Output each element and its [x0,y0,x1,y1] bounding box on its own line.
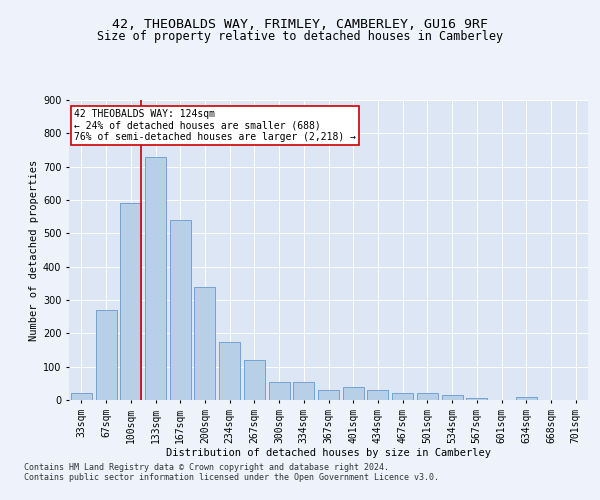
Bar [392,394,413,400]
Bar [244,360,265,400]
Bar [466,398,487,400]
Bar [145,156,166,400]
Bar [194,286,215,400]
Text: 42, THEOBALDS WAY, FRIMLEY, CAMBERLEY, GU16 9RF: 42, THEOBALDS WAY, FRIMLEY, CAMBERLEY, G… [112,18,488,30]
X-axis label: Distribution of detached houses by size in Camberley: Distribution of detached houses by size … [166,448,491,458]
Bar [269,382,290,400]
Bar [367,390,388,400]
Bar [417,394,438,400]
Bar [343,386,364,400]
Bar [219,342,240,400]
Bar [442,395,463,400]
Y-axis label: Number of detached properties: Number of detached properties [29,160,38,340]
Bar [95,310,116,400]
Bar [293,382,314,400]
Bar [516,396,537,400]
Text: Contains HM Land Registry data © Crown copyright and database right 2024.: Contains HM Land Registry data © Crown c… [24,462,389,471]
Bar [318,390,339,400]
Text: Size of property relative to detached houses in Camberley: Size of property relative to detached ho… [97,30,503,43]
Text: 42 THEOBALDS WAY: 124sqm
← 24% of detached houses are smaller (688)
76% of semi-: 42 THEOBALDS WAY: 124sqm ← 24% of detach… [74,109,356,142]
Text: Contains public sector information licensed under the Open Government Licence v3: Contains public sector information licen… [24,472,439,482]
Bar [120,204,141,400]
Bar [170,220,191,400]
Bar [71,394,92,400]
